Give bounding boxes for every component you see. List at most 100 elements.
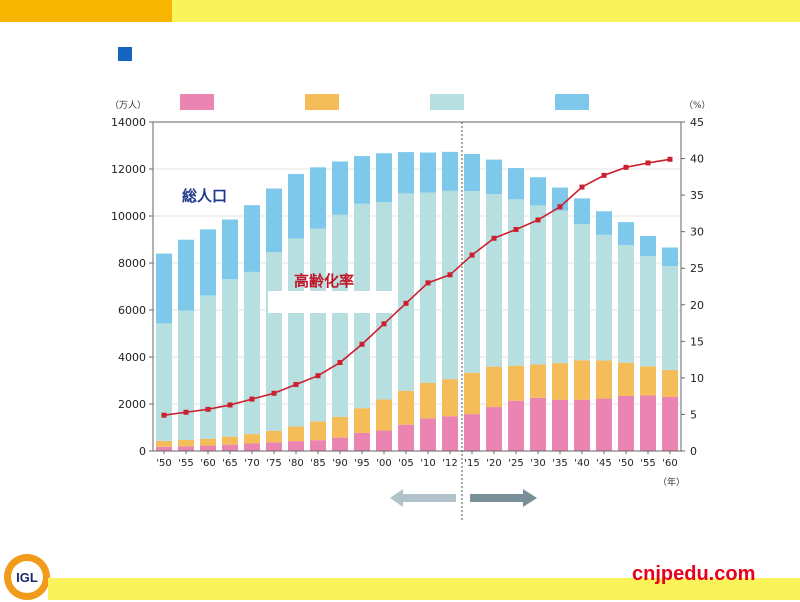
bar-segment — [552, 399, 568, 451]
bar-segment — [288, 426, 304, 442]
x-tick-label: '80 — [288, 458, 303, 469]
chart-ticks: 0 2000 4000 6000 8000 10000 12000 14000 0 5 10 15 20… — [111, 116, 704, 469]
rate-point — [271, 390, 277, 396]
bar-segment — [266, 430, 282, 443]
bar-segment — [552, 363, 568, 400]
x-tick-label: '20 — [486, 458, 501, 469]
bar-segment — [552, 210, 568, 364]
bar-segment — [596, 398, 612, 451]
bar-segment — [486, 159, 502, 195]
bar-segment — [222, 444, 238, 451]
x-tick-label: '90 — [332, 458, 347, 469]
bar-segment — [486, 407, 502, 451]
bar-segment — [310, 440, 326, 451]
bar-segment — [244, 205, 260, 272]
rate-point — [645, 160, 651, 166]
bar-segment — [596, 360, 612, 399]
total-population-label: 総人口 — [182, 187, 227, 205]
bar-segment — [310, 167, 326, 229]
bar-segment — [354, 432, 370, 451]
chart-frame — [152, 121, 682, 452]
bar-segment — [530, 397, 546, 451]
rate-point — [535, 217, 541, 223]
y-tick-label: 4000 — [118, 351, 146, 364]
rate-point — [337, 360, 343, 366]
chart-rate-line — [161, 156, 673, 418]
left-axis-unit: （万人） — [110, 100, 146, 111]
y-tick-label: 8000 — [118, 257, 146, 270]
rate-point — [183, 409, 189, 415]
bar-segment — [222, 279, 238, 437]
bar-segment — [508, 400, 524, 451]
bar-segment — [376, 430, 392, 451]
future-arrow-icon — [470, 489, 537, 507]
bar-segment — [354, 156, 370, 204]
bar-segment — [442, 379, 458, 417]
bar-segment — [310, 228, 326, 422]
bar-segment — [574, 224, 590, 361]
bar-segment — [222, 219, 238, 280]
chart-legend — [180, 94, 589, 110]
x-tick-label: '50 — [618, 458, 633, 469]
bar-segment — [200, 295, 216, 439]
bar-segment — [288, 238, 304, 427]
bar-segment — [640, 395, 656, 451]
legend-swatch — [430, 94, 464, 110]
bar-segment — [530, 177, 546, 206]
y2-tick-label: 10 — [690, 372, 704, 385]
y2-tick-label: 25 — [690, 262, 704, 275]
bar-segment — [376, 399, 392, 431]
x-tick-label: '45 — [596, 458, 611, 469]
bar-segment — [398, 424, 414, 451]
right-axis-unit: （%） — [684, 100, 711, 111]
x-tick-label: '55 — [178, 458, 193, 469]
bar-segment — [156, 323, 172, 441]
bar-segment — [530, 364, 546, 398]
aging-rate-label: 高齢化率 — [294, 272, 354, 290]
bar-segment — [178, 439, 194, 447]
bar-segment — [200, 229, 216, 296]
bar-segment — [222, 436, 238, 445]
legend-swatch — [305, 94, 339, 110]
legend-swatch — [555, 94, 589, 110]
site-url[interactable]: cnjpedu.com — [632, 563, 756, 585]
y2-tick-label: 15 — [690, 335, 704, 348]
bar-segment — [442, 190, 458, 380]
bar-segment — [486, 194, 502, 367]
x-tick-label: '60 — [200, 458, 215, 469]
x-tick-label: '50 — [156, 458, 171, 469]
bar-segment — [178, 446, 194, 451]
bar-segment — [310, 421, 326, 441]
rate-point — [447, 272, 453, 278]
bar-segment — [178, 310, 194, 440]
y2-tick-label: 45 — [690, 116, 704, 129]
bar-segment — [662, 247, 678, 267]
bar-segment — [508, 365, 524, 401]
x-tick-label: '30 — [530, 458, 545, 469]
bar-segment — [156, 440, 172, 447]
x-tick-label: '95 — [354, 458, 369, 469]
bar-segment — [266, 252, 282, 431]
bar-segment — [332, 416, 348, 438]
bar-segment — [530, 205, 546, 365]
y2-tick-label: 40 — [690, 153, 704, 166]
bar-segment — [244, 443, 260, 451]
bar-segment — [178, 239, 194, 311]
bar-segment — [420, 152, 436, 193]
y2-tick-label: 5 — [690, 408, 697, 421]
bar-segment — [640, 256, 656, 367]
bar-segment — [442, 416, 458, 451]
bar-segment — [288, 441, 304, 451]
plot-frame — [152, 121, 682, 452]
bar-segment — [420, 382, 436, 419]
bar-segment — [552, 187, 568, 211]
bar-segment — [398, 390, 414, 425]
bar-segment — [508, 199, 524, 366]
chart-bars — [156, 151, 678, 451]
rate-point — [205, 406, 211, 412]
rate-point — [381, 321, 387, 327]
bar-segment — [266, 188, 282, 253]
y-tick-label: 14000 — [111, 116, 146, 129]
bar-segment — [662, 396, 678, 451]
rate-point — [601, 172, 607, 178]
